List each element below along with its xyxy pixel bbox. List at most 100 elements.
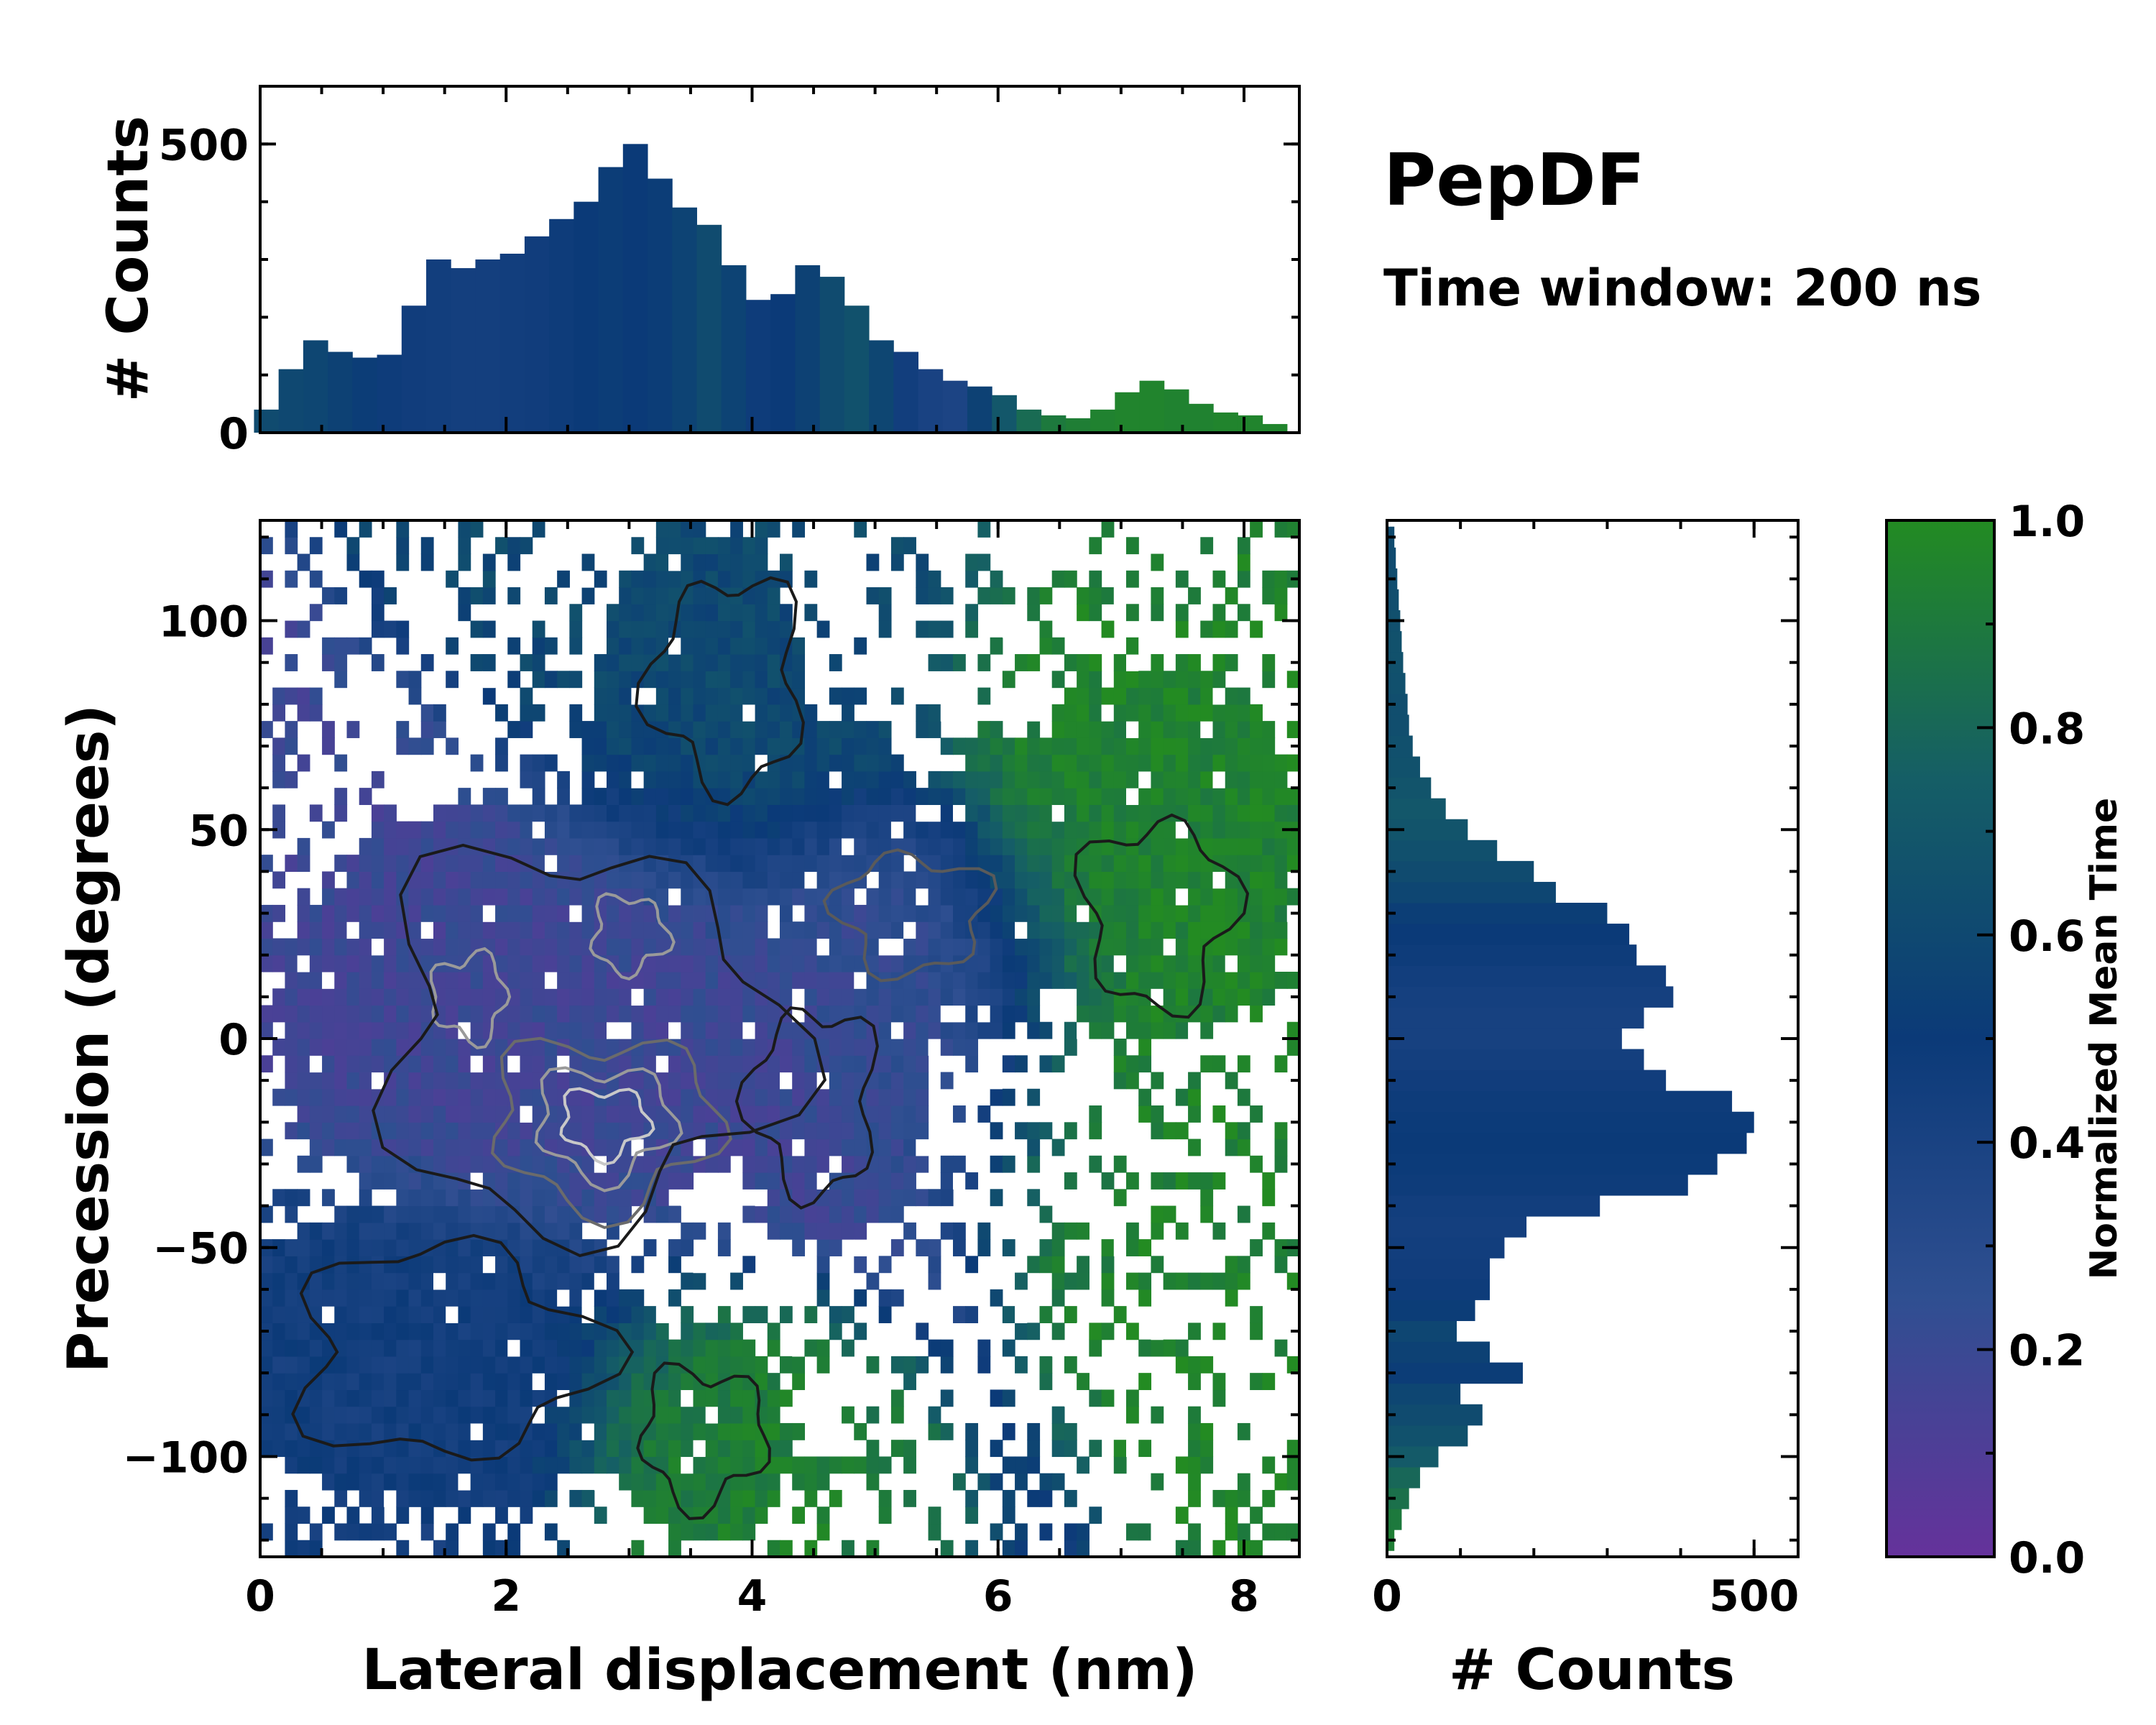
- heatmap-cell: [1286, 754, 1299, 772]
- heatmap-cell: [384, 1105, 397, 1123]
- heatmap-cell: [619, 988, 632, 1006]
- heatmap-cell: [816, 1456, 830, 1474]
- heatmap-cell: [804, 721, 818, 738]
- top-histogram-ytick-label: 0: [218, 409, 249, 459]
- heatmap-cell: [384, 1289, 397, 1307]
- heatmap-cell: [655, 1021, 669, 1039]
- heatmap-cell: [619, 1289, 632, 1307]
- heatmap-cell: [1126, 737, 1139, 755]
- heatmap-cell: [495, 537, 508, 555]
- heatmap-cell: [890, 1072, 904, 1090]
- heatmap-cell: [693, 537, 706, 555]
- heatmap-cell: [990, 721, 1003, 738]
- heatmap-cell: [557, 1356, 570, 1374]
- heatmap-cell: [916, 570, 929, 588]
- heatmap-cell: [532, 1356, 545, 1374]
- heatmap-cell: [532, 1456, 545, 1474]
- heatmap-cell: [742, 537, 756, 555]
- heatmap-cell: [619, 871, 632, 889]
- heatmap-cell: [334, 971, 348, 989]
- heatmap-cell: [581, 754, 595, 772]
- heatmap-cell: [631, 537, 645, 555]
- heatmap-cell: [346, 1322, 360, 1340]
- heatmap-cell: [755, 938, 768, 956]
- heatmap-cell: [433, 1222, 446, 1240]
- heatmap-cell: [878, 888, 892, 906]
- heatmap-cell: [742, 954, 756, 972]
- heatmap-cell: [1015, 921, 1028, 939]
- heatmap-cell: [829, 1489, 842, 1507]
- heatmap-cell: [903, 821, 916, 839]
- heatmap-cell: [1051, 871, 1065, 889]
- heatmap-cell: [767, 855, 780, 873]
- figure-subtitle: Time window: 200 ns: [1383, 259, 1981, 318]
- heatmap-cell: [854, 1205, 867, 1223]
- heatmap-cell: [1237, 1473, 1250, 1491]
- heatmap-cell: [520, 1356, 533, 1374]
- heatmap-cell: [581, 855, 595, 873]
- heatmap-cell: [767, 1088, 780, 1106]
- heatmap-cell: [607, 1189, 619, 1207]
- heatmap-cell: [1163, 704, 1176, 722]
- heatmap-cell: [1200, 1055, 1214, 1073]
- heatmap-cell: [953, 1306, 966, 1323]
- heatmap-cell: [1101, 1021, 1115, 1039]
- heatmap-cell: [557, 1155, 570, 1173]
- heatmap-cell: [371, 1155, 384, 1173]
- heatmap-cell: [1237, 788, 1250, 805]
- heatmap-cell: [693, 1021, 706, 1039]
- heatmap-cell: [717, 804, 731, 822]
- heatmap-cell: [681, 1489, 694, 1507]
- heatmap-cell: [482, 1088, 496, 1106]
- heatmap-cell: [1151, 754, 1164, 772]
- heatmap-cell: [1051, 971, 1065, 989]
- heatmap-cell: [532, 971, 545, 989]
- heatmap-cell: [1175, 888, 1189, 906]
- heatmap-cell: [681, 1389, 694, 1407]
- heatmap-cell: [1188, 1005, 1201, 1023]
- heatmap-cell: [780, 804, 793, 822]
- heatmap-cell: [594, 837, 607, 855]
- heatmap-cell: [482, 1172, 496, 1190]
- heatmap-cell: [495, 888, 508, 906]
- heatmap-cell: [655, 1422, 669, 1440]
- heatmap-cell: [854, 821, 867, 839]
- heatmap-cell: [1015, 971, 1028, 989]
- heatmap-cell: [1027, 837, 1041, 855]
- heatmap-cell: [1262, 654, 1276, 671]
- heatmap-cell: [1188, 1322, 1201, 1340]
- heatmap-cell: [594, 1172, 607, 1190]
- heatmap-cell: [878, 954, 892, 972]
- heatmap-cell: [903, 1039, 916, 1056]
- heatmap-cell: [346, 1039, 360, 1056]
- heatmap-cell: [878, 1256, 892, 1274]
- heatmap-cell: [594, 1039, 607, 1056]
- heatmap-cell: [804, 1138, 818, 1156]
- heatmap-cell: [1200, 788, 1214, 805]
- heatmap-cell: [285, 1055, 298, 1073]
- heatmap-cell: [532, 1005, 545, 1023]
- heatmap-cell: [322, 1473, 335, 1491]
- heatmap-cell: [569, 821, 583, 839]
- heatmap-cell: [420, 1373, 434, 1391]
- heatmap-cell: [792, 1339, 806, 1357]
- heatmap-cell: [742, 888, 756, 906]
- heatmap-cell: [557, 1373, 570, 1391]
- heatmap-cell: [482, 1289, 496, 1307]
- heatmap-cell: [1015, 770, 1028, 788]
- heatmap-cell: [1113, 770, 1127, 788]
- heatmap-cell: [816, 1222, 830, 1240]
- heatmap-cell: [1151, 1005, 1164, 1023]
- heatmap-cell: [681, 1473, 694, 1491]
- heatmap-cell: [458, 587, 471, 604]
- heatmap-cell: [346, 954, 360, 972]
- heatmap-cell: [420, 737, 434, 755]
- heatmap-cell: [1151, 1406, 1164, 1424]
- heatmap-cell: [1113, 871, 1127, 889]
- heatmap-cell: [1077, 921, 1089, 939]
- heatmap-cell: [594, 754, 607, 772]
- heatmap-cell: [532, 754, 545, 772]
- heatmap-cell: [1027, 871, 1041, 889]
- heatmap-cell: [581, 770, 595, 788]
- heatmap-cell: [940, 921, 954, 939]
